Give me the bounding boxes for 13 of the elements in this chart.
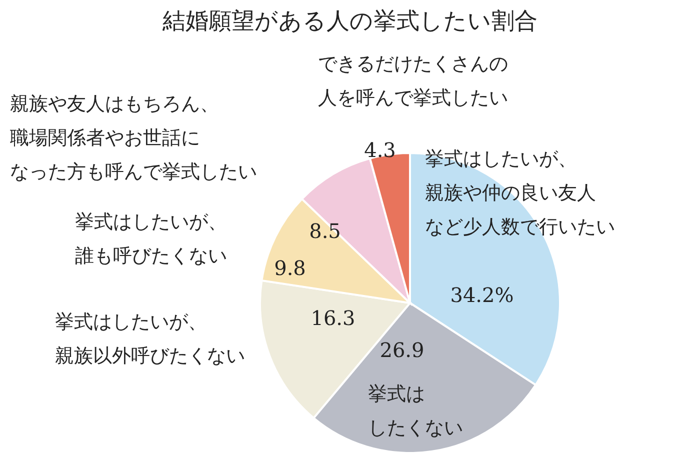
data-label: 16.3 <box>310 306 356 330</box>
slice-label: できるだけたくさんの人を呼んで挙式したい <box>318 53 508 110</box>
slice-label: 挙式はしたいが、親族以外呼びたくない <box>55 311 245 368</box>
data-label: 26.9 <box>380 338 424 362</box>
chart-title: 結婚願望がある人の挙式したい割合 <box>162 8 538 34</box>
data-label: 8.5 <box>309 219 341 244</box>
data-label: 9.8 <box>274 256 306 280</box>
slice-label: 挙式はしたいが、誰も呼びたくない <box>75 211 227 268</box>
slice-label: 挙式はしたいが、親族や仲の良い友人など少人数で行いたい <box>425 148 615 238</box>
data-label: 4.3 <box>364 138 396 162</box>
data-label: 34.2% <box>450 283 514 308</box>
slice-label: 挙式はしたくない <box>368 383 463 440</box>
slice-label: 親族や友人はもちろん、職場関係者やお世話になった方も呼んで挙式したい <box>10 93 257 184</box>
